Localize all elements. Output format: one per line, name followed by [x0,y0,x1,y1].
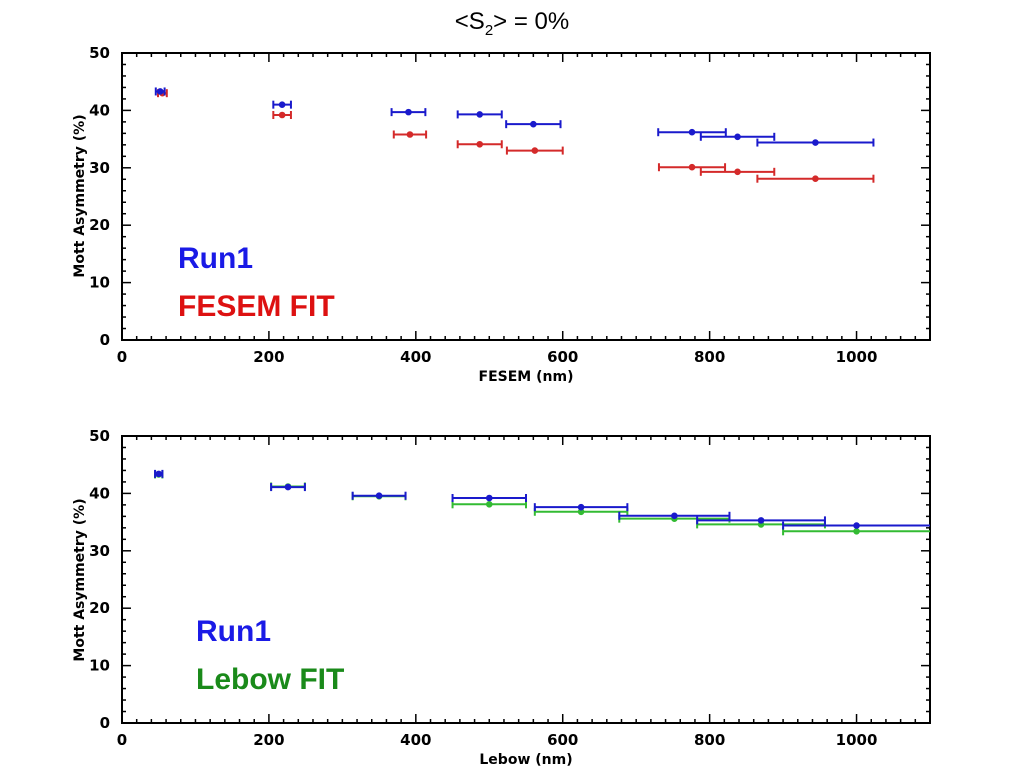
y-tick-label: 0 [100,331,110,349]
y-tick-label: 30 [89,542,110,560]
axis-ticks [121,52,931,341]
legend-run1: Run1 [178,242,253,275]
data-point [405,108,412,116]
data-point [476,111,484,118]
x-axis-label: FESEM (nm) [479,369,574,385]
y-tick-label: 10 [89,657,110,675]
tick-labels: 0 200 400 600 800 1000 0 10 20 30 40 50 [89,44,877,366]
x-tick-label: 1000 [836,348,878,366]
data-point [671,512,678,520]
data-point [853,522,860,529]
x-tick-label: 400 [400,731,431,749]
y-tick-label: 0 [100,714,110,732]
data-point [812,139,819,146]
data-point [531,147,539,154]
y-tick-label: 30 [89,159,110,177]
data-point [278,111,286,119]
legend-lebow-fit: Lebow FIT [196,663,344,696]
data-point [812,175,819,183]
axis-ticks [121,435,931,724]
x-tick-label: 1000 [836,731,878,749]
data-point [375,492,383,499]
x-tick-label: 600 [547,731,578,749]
data-marks [154,469,930,536]
title-suffix: > = 0% [493,8,570,35]
x-tick-label: 400 [400,348,431,366]
y-axis-label: Mott Asymmetry (%) [72,114,88,277]
tick-labels: 0 200 400 600 800 1000 0 10 20 30 40 50 [89,427,877,749]
title-prefix: <S [454,8,485,35]
data-point [530,120,537,128]
legend-run1: Run1 [196,615,271,648]
data-point [406,131,414,138]
data-point [476,140,484,148]
x-tick-label: 200 [253,348,284,366]
x-axis-label: Lebow (nm) [479,752,572,768]
data-point [155,470,163,478]
x-tick-label: 600 [547,348,578,366]
data-point [734,133,741,141]
y-axis-label: Mott Asymmetry (%) [72,498,88,661]
y-tick-label: 50 [89,44,110,62]
legend-fesem-fit: FESEM FIT [178,290,335,323]
plot-frame [121,435,931,724]
data-point [688,163,696,171]
y-tick-label: 40 [89,484,110,502]
data-marks [154,87,875,183]
y-tick-label: 20 [89,216,110,234]
plot-frame [121,52,931,341]
x-tick-label: 0 [117,348,127,366]
data-point [485,501,493,508]
data-point [577,503,585,511]
x-tick-label: 0 [117,731,127,749]
y-tick-label: 20 [89,599,110,617]
data-point [156,88,164,95]
x-tick-label: 800 [694,731,725,749]
y-tick-label: 10 [89,274,110,292]
data-point [853,527,860,535]
data-point [734,168,741,176]
data-point [757,517,765,524]
data-point [485,494,493,502]
y-tick-label: 40 [89,101,110,119]
data-point [284,483,292,491]
x-tick-label: 800 [694,348,725,366]
title-subscript: 2 [484,21,494,39]
page-title: <S2> = 0% [0,8,1024,39]
x-tick-label: 200 [253,731,284,749]
data-point [688,128,696,136]
y-tick-label: 50 [89,427,110,445]
data-point [278,101,286,108]
